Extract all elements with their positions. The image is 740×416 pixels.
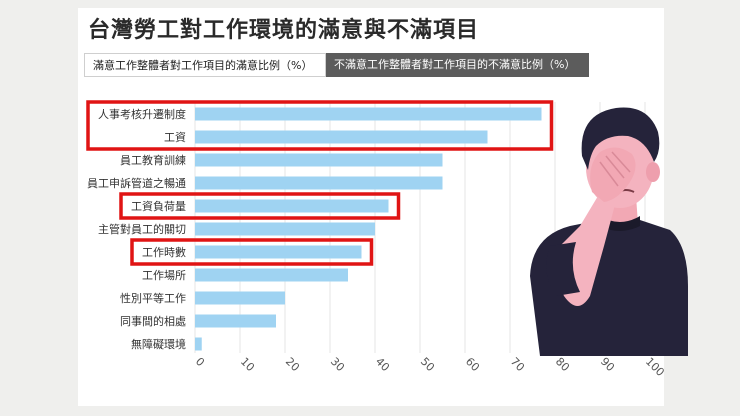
tab-satisfied[interactable]: 滿意工作整體者對工作項目的滿意比例（%） (84, 53, 326, 77)
page-title: 台灣勞工對工作環境的滿意與不滿項目 (88, 18, 480, 43)
x-tick-label: 0 (193, 355, 207, 369)
tab-bar: 滿意工作整體者對工作項目的滿意比例（%） 不滿意工作整體者對工作項目的不滿意比例… (84, 53, 589, 77)
category-label: 工資負荷量 (131, 200, 186, 213)
x-tick-label: 90 (598, 355, 617, 374)
bar (195, 245, 362, 259)
bar (195, 153, 443, 167)
category-label: 員工教育訓練 (120, 153, 186, 167)
frustrated-person-illustration (530, 107, 688, 356)
highlight-box (130, 238, 374, 266)
bar (195, 222, 375, 236)
bar (195, 337, 202, 351)
bar (195, 314, 276, 328)
x-tick-label: 50 (418, 355, 437, 374)
bar (195, 176, 443, 190)
category-label: 同事間的相處 (120, 314, 186, 328)
x-tick-label: 30 (328, 355, 347, 374)
bar (195, 130, 488, 144)
x-tick-label: 100 (643, 355, 667, 379)
category-label: 工作時數 (142, 246, 186, 259)
tab-dissatisfied[interactable]: 不滿意工作整體者對工作項目的不滿意比例（%） (326, 53, 589, 77)
bar (195, 268, 348, 282)
category-label: 人事考核升遷制度 (98, 107, 186, 121)
x-tick-label: 40 (373, 355, 392, 374)
bar (195, 199, 389, 213)
category-label: 工作場所 (142, 269, 186, 282)
category-label: 性別平等工作 (120, 291, 186, 305)
category-label: 員工申訴管道之暢通 (87, 176, 186, 190)
highlight-box (86, 100, 554, 151)
x-tick-label: 70 (508, 355, 527, 374)
category-label: 主管對員工的關切 (98, 222, 186, 236)
category-label: 工資 (164, 131, 186, 144)
x-tick-label: 10 (238, 355, 257, 374)
x-tick-label: 60 (463, 355, 482, 374)
x-tick-label: 80 (553, 355, 572, 374)
bar (195, 107, 542, 121)
category-label: 無障礙環境 (131, 337, 186, 351)
bar (195, 291, 285, 305)
highlight-box (119, 192, 401, 220)
x-tick-label: 20 (283, 355, 302, 374)
